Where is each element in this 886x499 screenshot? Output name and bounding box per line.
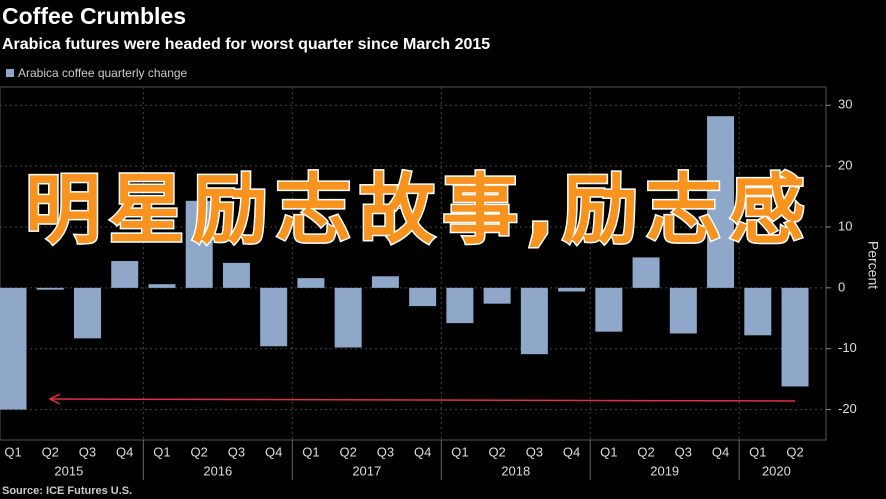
legend-swatch <box>6 69 14 77</box>
x-tick-label: Q2 <box>191 444 208 459</box>
arrow-head <box>48 393 61 405</box>
bar <box>446 287 474 324</box>
x-tick-label: Q1 <box>749 444 766 459</box>
bar <box>707 116 735 288</box>
x-tick-label: Q4 <box>414 444 431 459</box>
x-tick-label: Q1 <box>4 444 21 459</box>
y-tick-label: 0 <box>838 279 845 294</box>
x-tick-label: Q1 <box>302 444 319 459</box>
y-tick-label: 10 <box>838 218 852 233</box>
bar <box>595 287 623 332</box>
x-tick-label: Q4 <box>265 444 282 459</box>
legend-label: Arabica coffee quarterly change <box>18 66 188 80</box>
bar <box>222 262 250 288</box>
bar <box>483 287 511 304</box>
bar <box>73 287 101 339</box>
y-tick-label: 30 <box>838 97 852 112</box>
x-tick-label: Q2 <box>42 444 59 459</box>
year-label: 2015 <box>54 463 83 478</box>
bar <box>744 287 772 336</box>
year-label: 2019 <box>650 463 679 478</box>
x-tick-label: Q3 <box>377 444 394 459</box>
x-tick-label: Q4 <box>563 444 580 459</box>
bar <box>297 278 325 288</box>
x-tick-label: Q1 <box>153 444 170 459</box>
y-tick-label: -20 <box>838 401 857 416</box>
source: Source: ICE Futures U.S. <box>2 485 132 497</box>
plot-frame <box>0 86 827 441</box>
overlay-text: 明星励志故事,励志感 <box>25 165 805 254</box>
x-tick-label: Q2 <box>637 444 654 459</box>
annotation-arrow <box>51 398 796 402</box>
x-tick-label: Q4 <box>712 444 729 459</box>
bar <box>260 287 288 347</box>
bar <box>371 276 399 288</box>
x-tick-label: Q2 <box>786 444 803 459</box>
y-axis-label: Percent <box>865 241 881 289</box>
bar <box>558 287 586 292</box>
bar <box>148 284 176 288</box>
chart-title: Coffee Crumbles <box>2 3 186 29</box>
year-label: 2017 <box>352 463 381 478</box>
x-tick-label: Q3 <box>526 444 543 459</box>
bar <box>669 287 697 334</box>
x-tick-label: Q1 <box>451 444 468 459</box>
bar <box>520 287 548 355</box>
bar <box>781 287 809 387</box>
y-tick-label: 20 <box>838 158 852 173</box>
year-label: 2020 <box>762 463 791 478</box>
year-label: 2016 <box>203 463 232 478</box>
x-tick-label: Q3 <box>675 444 692 459</box>
bar <box>185 200 213 288</box>
bar <box>111 261 139 288</box>
bar <box>409 287 437 307</box>
x-tick-label: Q3 <box>79 444 96 459</box>
bar <box>334 287 362 348</box>
x-tick-label: Q3 <box>228 444 245 459</box>
y-tick-label: -10 <box>838 340 857 355</box>
x-tick-label: Q2 <box>339 444 356 459</box>
x-tick-label: Q1 <box>600 444 617 459</box>
bar <box>0 287 27 410</box>
x-tick-label: Q2 <box>488 444 505 459</box>
year-label: 2018 <box>501 463 530 478</box>
x-tick-label: Q4 <box>116 444 133 459</box>
bar <box>632 257 660 288</box>
bar <box>36 287 64 290</box>
chart-subtitle: Arabica futures were headed for worst qu… <box>2 36 490 53</box>
